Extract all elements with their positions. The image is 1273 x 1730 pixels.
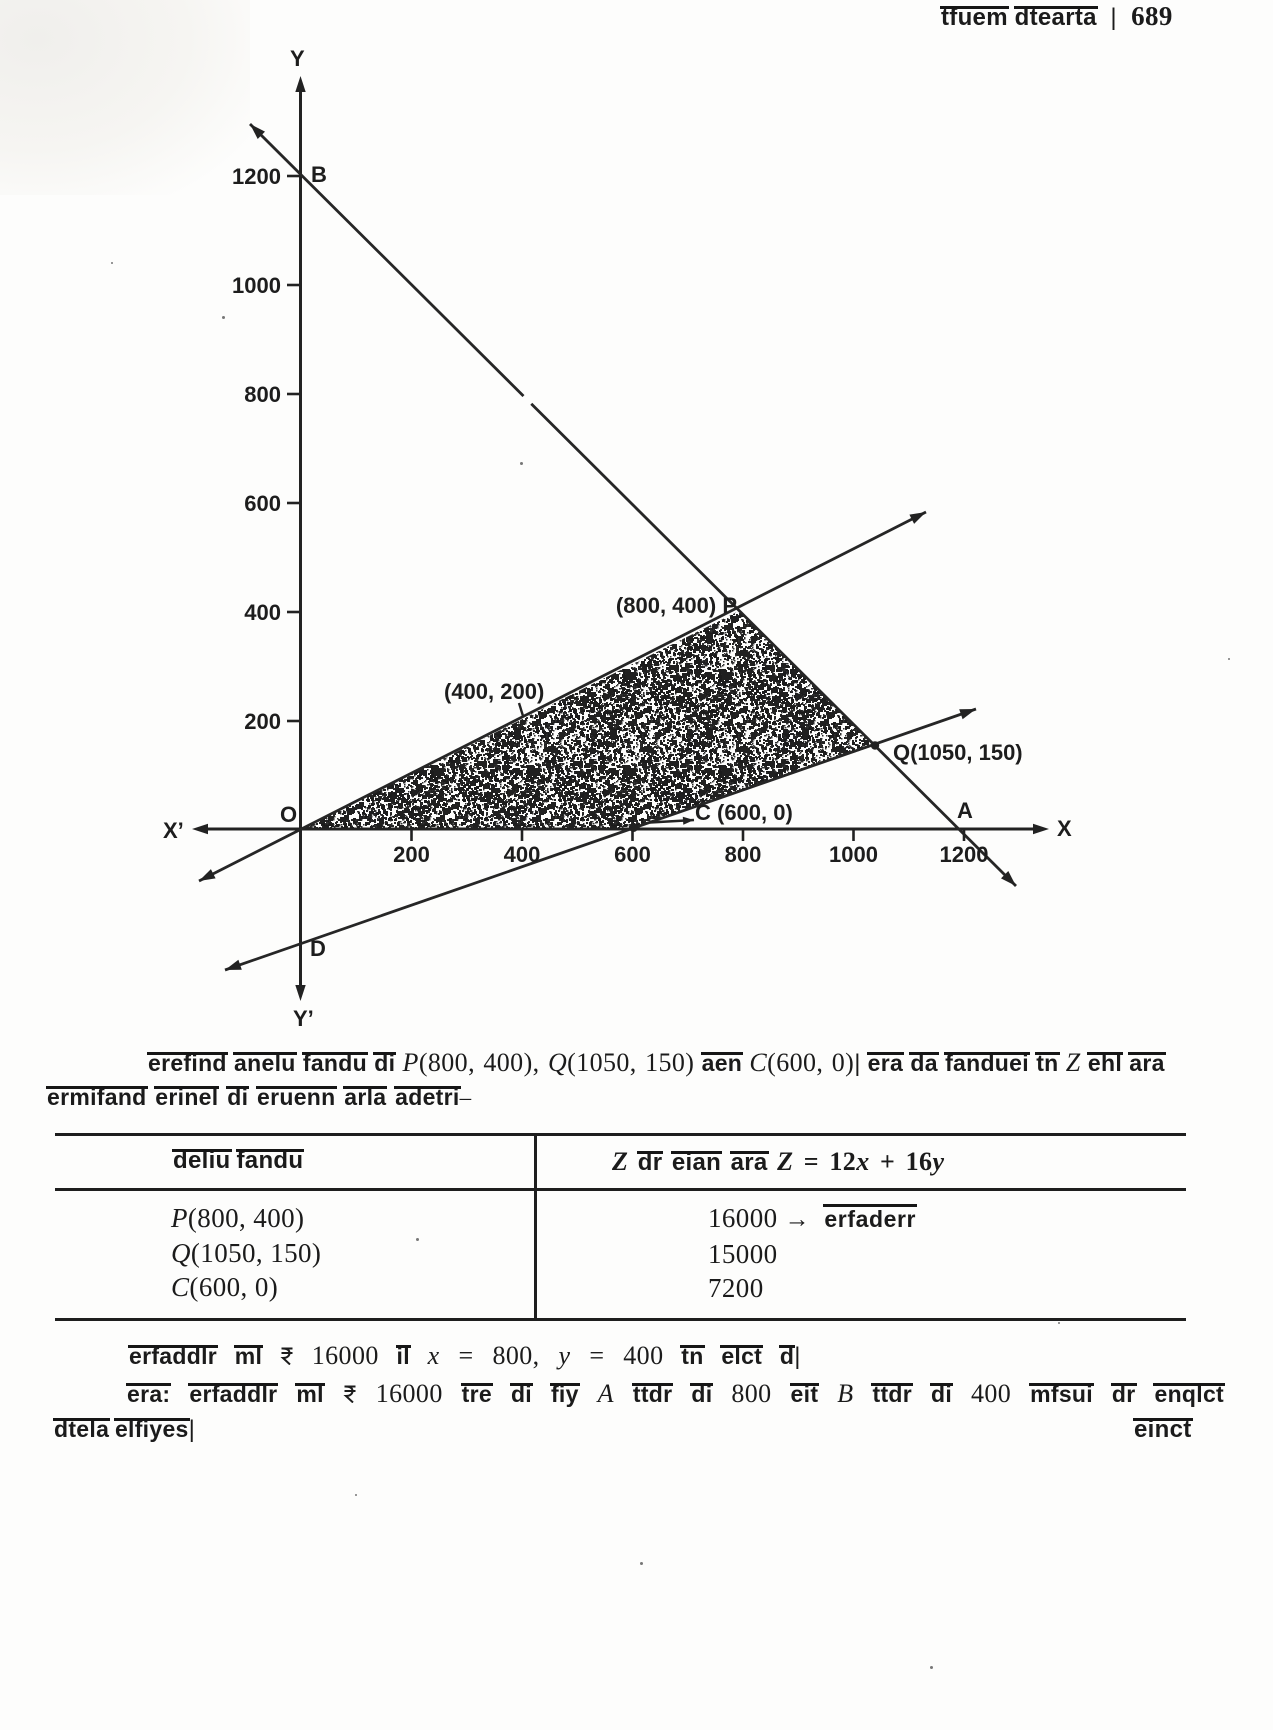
svg-text:800: 800	[725, 842, 762, 867]
svg-text:Y: Y	[290, 46, 305, 71]
svg-text:1200: 1200	[940, 842, 989, 867]
svg-text:400: 400	[244, 600, 281, 625]
svg-text:600: 600	[244, 491, 281, 516]
svg-text:200: 200	[244, 709, 281, 734]
svg-text:X: X	[1057, 816, 1072, 841]
svg-text:(800, 400) P: (800, 400) P	[616, 593, 737, 618]
svg-text:1000: 1000	[232, 273, 281, 298]
svg-text:400: 400	[504, 842, 541, 867]
svg-text:600: 600	[614, 842, 651, 867]
svg-text:(400, 200): (400, 200)	[444, 679, 544, 704]
svg-text:800: 800	[244, 382, 281, 407]
svg-text:Q(1050, 150): Q(1050, 150)	[893, 740, 1023, 765]
svg-text:O: O	[280, 802, 297, 827]
svg-text:A: A	[957, 798, 973, 823]
svg-text:B: B	[311, 162, 327, 187]
svg-text:1200: 1200	[232, 164, 281, 189]
svg-text:X’: X’	[163, 818, 184, 843]
svg-text:C (600, 0): C (600, 0)	[695, 800, 793, 825]
svg-text:1000: 1000	[829, 842, 878, 867]
svg-text:200: 200	[393, 842, 430, 867]
svg-text:Y’: Y’	[293, 1006, 314, 1031]
svg-text:D: D	[310, 936, 326, 961]
